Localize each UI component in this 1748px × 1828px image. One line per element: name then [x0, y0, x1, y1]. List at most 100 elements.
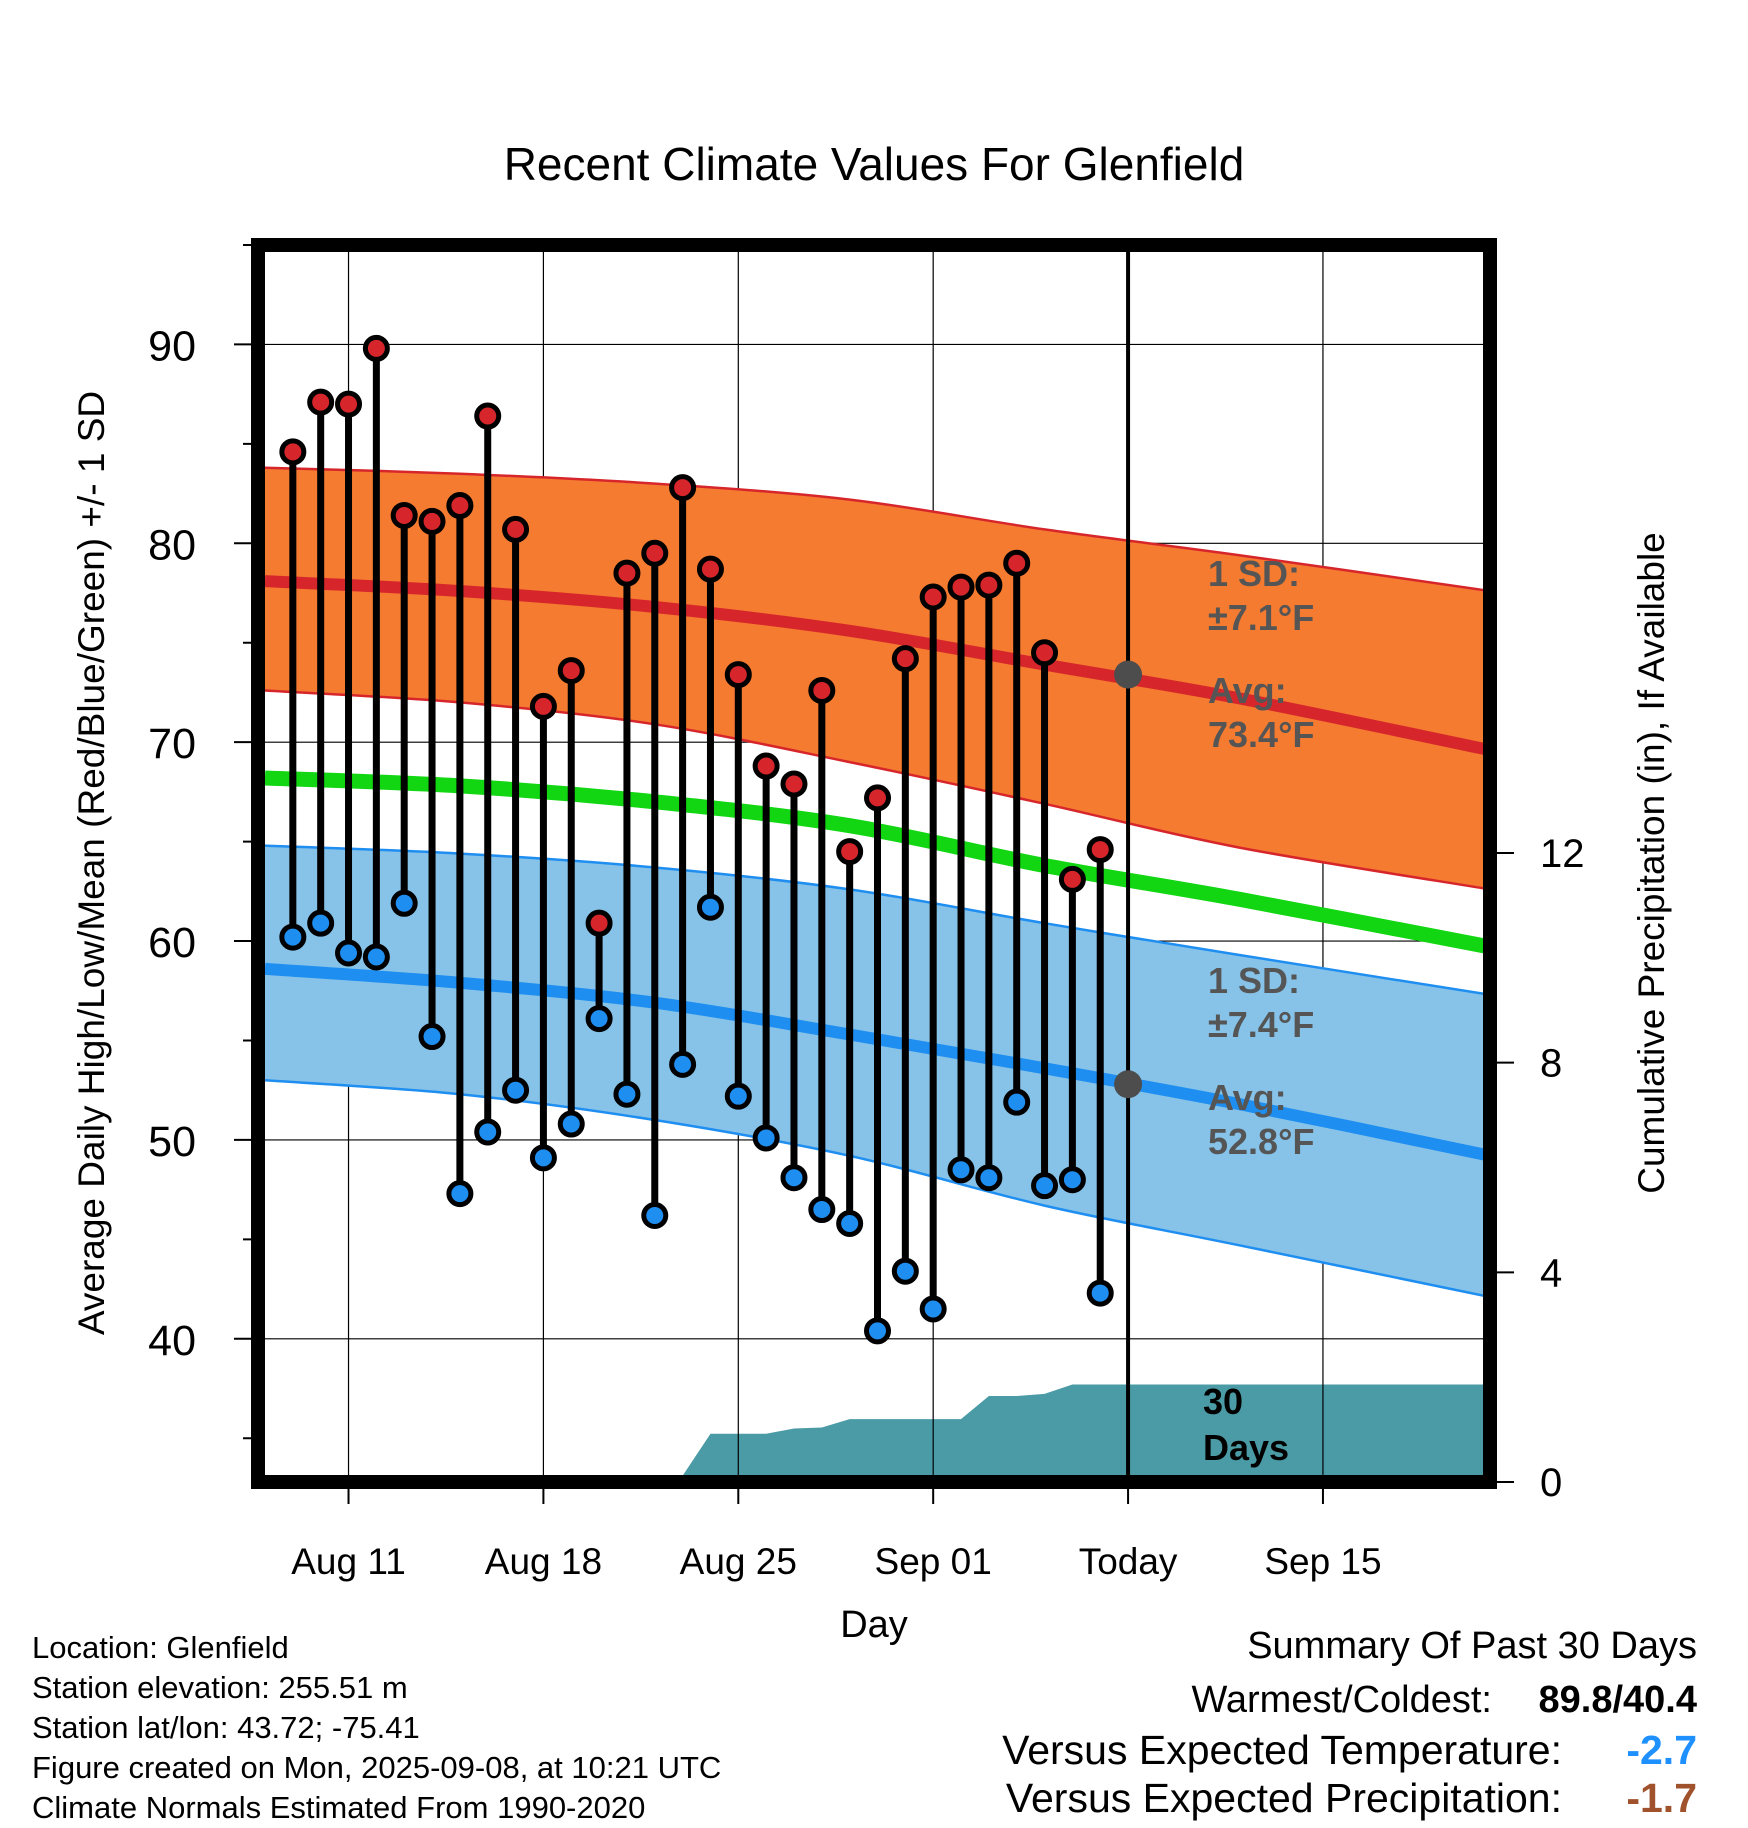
x-tick-label: Aug 18 — [485, 1541, 602, 1582]
daily-low-point — [864, 1317, 891, 1345]
daily-low-point — [1031, 1172, 1059, 1200]
warmest-coldest-values: 89.8/40.4 — [1539, 1679, 1698, 1721]
daily-high-point — [502, 515, 530, 543]
daily-low-point — [836, 1209, 864, 1237]
daily-low-point — [335, 939, 363, 967]
summary-title: Summary Of Past 30 Days — [1247, 1625, 1697, 1667]
daily-low-point — [1058, 1166, 1086, 1194]
daily-high-point — [557, 657, 585, 685]
daily-low-point — [947, 1156, 975, 1184]
daily-low-point — [752, 1124, 780, 1152]
daily-low-point — [502, 1076, 530, 1104]
daily-high-point — [919, 583, 947, 611]
figure-created: Figure created on Mon, 2025-09-08, at 10… — [32, 1750, 721, 1785]
daily-high-point — [529, 692, 557, 720]
daily-high-point — [390, 501, 418, 529]
daily-high-point — [864, 784, 891, 812]
precip-period-line2: Days — [1203, 1427, 1289, 1468]
daily-low-point — [808, 1196, 836, 1224]
daily-low-point — [1086, 1279, 1114, 1307]
y-tick-label: 40 — [148, 1317, 196, 1365]
daily-low-point — [975, 1164, 1003, 1192]
daily-high-point — [279, 438, 307, 466]
station-latlon: Station lat/lon: 43.72; -75.41 — [32, 1710, 420, 1745]
high-avg-value: 73.4°F — [1208, 714, 1314, 755]
precip-departure-value: -1.7 — [1626, 1775, 1697, 1821]
daily-high-point — [891, 645, 919, 673]
temp-departure-label: Versus Expected Temperature: — [1002, 1727, 1562, 1773]
daily-low-point — [696, 893, 724, 921]
daily-high-point — [1003, 549, 1031, 577]
daily-low-point — [724, 1082, 752, 1110]
today-high-avg-marker — [1114, 660, 1143, 689]
daily-high-point — [1031, 639, 1059, 667]
daily-high-point — [808, 676, 836, 704]
low-sd-value: ±7.4°F — [1208, 1004, 1314, 1045]
x-tick-label: Aug 25 — [680, 1541, 797, 1582]
high-avg-label: Avg: — [1208, 670, 1287, 711]
daily-low-point — [585, 1005, 613, 1033]
y2-tick-label: 12 — [1540, 832, 1585, 876]
daily-high-point — [335, 390, 363, 418]
daily-high-point — [585, 909, 613, 937]
daily-low-point — [418, 1023, 446, 1051]
y-tick-label: 90 — [148, 322, 196, 370]
high-sd-value: ±7.1°F — [1208, 597, 1314, 638]
chart-title: Recent Climate Values For Glenfield — [504, 138, 1245, 190]
high-sd-label: 1 SD: — [1208, 553, 1300, 594]
daily-high-point — [1058, 865, 1086, 893]
y2-tick-label: 4 — [1540, 1251, 1562, 1295]
daily-high-point — [307, 388, 335, 416]
x-axis-title: Day — [840, 1604, 908, 1646]
daily-high-point — [613, 559, 641, 587]
daily-low-point — [613, 1080, 641, 1108]
precip-departure-label: Versus Expected Precipitation: — [1006, 1775, 1562, 1821]
x-tick-label: Sep 01 — [875, 1541, 992, 1582]
y-tick-label: 80 — [148, 521, 196, 569]
x-tick-label: Aug 11 — [291, 1541, 406, 1582]
today-low-avg-marker — [1114, 1070, 1143, 1099]
daily-low-point — [641, 1202, 669, 1230]
daily-high-point — [836, 838, 864, 866]
plot-frame — [251, 238, 1497, 1489]
daily-high-point — [641, 539, 669, 567]
climate-normals-period: Climate Normals Estimated From 1990-2020 — [32, 1790, 645, 1825]
y-axis-title: Average Daily High/Low/Mean (Red/Blue/Gr… — [71, 391, 112, 1335]
y2-tick-label: 8 — [1540, 1042, 1562, 1086]
daily-low-point — [446, 1180, 474, 1208]
y-tick-label: 70 — [148, 720, 196, 768]
daily-low-point — [1003, 1088, 1031, 1116]
daily-high-point — [418, 507, 446, 535]
daily-high-point — [696, 555, 724, 583]
warmest-coldest-separator: / — [1612, 1679, 1623, 1721]
daily-high-point — [1086, 836, 1114, 864]
daily-low-point — [279, 923, 307, 951]
daily-low-point — [529, 1144, 557, 1172]
station-elevation: Station elevation: 255.51 m — [32, 1670, 408, 1705]
daily-low-point — [307, 909, 335, 937]
daily-low-point — [557, 1110, 585, 1138]
x-tick-label: Sep 15 — [1264, 1541, 1381, 1582]
y2-axis-title: Cumulative Precipitation (in), If Availa… — [1631, 532, 1672, 1194]
daily-high-point — [669, 474, 697, 502]
daily-low-point — [390, 889, 418, 917]
daily-high-point — [752, 752, 780, 780]
daily-low-point — [362, 943, 390, 971]
precip-area — [265, 1384, 1490, 1482]
daily-low-point — [919, 1295, 947, 1323]
daily-low-point — [891, 1257, 919, 1285]
coldest-value: 40.4 — [1623, 1679, 1697, 1721]
daily-high-point — [724, 661, 752, 689]
daily-high-point — [446, 492, 474, 520]
temp-departure-value: -2.7 — [1626, 1727, 1697, 1773]
x-tick-label: Today — [1079, 1541, 1178, 1582]
y-tick-label: 60 — [148, 919, 196, 967]
low-avg-label: Avg: — [1208, 1077, 1287, 1118]
daily-high-point — [975, 571, 1003, 599]
daily-low-point — [669, 1050, 697, 1078]
warmest-coldest-label: Warmest/Coldest: — [1191, 1679, 1492, 1721]
daily-low-point — [780, 1164, 808, 1192]
daily-high-point — [780, 770, 808, 798]
y-tick-label: 50 — [148, 1118, 196, 1166]
low-avg-value: 52.8°F — [1208, 1121, 1314, 1162]
